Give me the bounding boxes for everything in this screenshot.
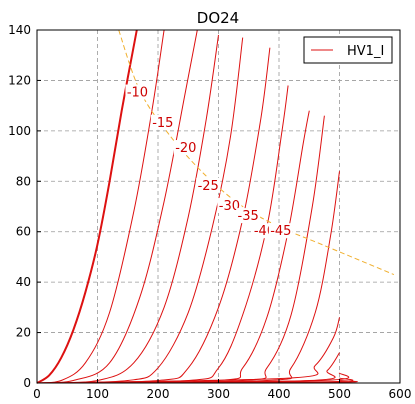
curve-label-bg xyxy=(268,223,293,239)
curve-label: -15 xyxy=(152,116,173,131)
y-tick-label: 40 xyxy=(16,275,31,289)
limit-curve-path xyxy=(118,29,395,276)
curve-label: -30 xyxy=(219,199,240,214)
x-tick-label: 0 xyxy=(33,387,41,401)
x-tick-label: 400 xyxy=(268,387,291,401)
curve-label-bg xyxy=(150,114,175,130)
curve-label-bg xyxy=(125,84,150,100)
curve-label-bg xyxy=(196,177,221,193)
x-tick-label: 600 xyxy=(389,387,412,401)
legend-entry-label: HV1_I xyxy=(347,44,384,59)
plate-curve-grid-0 xyxy=(36,29,138,384)
legend: HV1_I xyxy=(303,36,393,64)
y-tick-label: 60 xyxy=(16,225,31,239)
x-tick-label: 500 xyxy=(328,387,351,401)
plate-curve-grid-5 xyxy=(36,29,165,384)
dissipation-limit-curve xyxy=(118,29,395,276)
plate-curve-grid-10 xyxy=(36,29,198,384)
curve-label-bg xyxy=(217,198,242,214)
y-tick-label: 20 xyxy=(16,326,31,340)
curve-label: -25 xyxy=(198,179,219,194)
grid-lines xyxy=(37,30,400,383)
curve-label: -45 xyxy=(270,224,291,239)
x-tick-label: 300 xyxy=(207,387,230,401)
chart-title: DO24 xyxy=(197,9,239,27)
plate-curve-grid-20 xyxy=(36,37,244,384)
plate-curve-grid-50 xyxy=(36,317,340,384)
curve-label: -35 xyxy=(238,209,259,224)
curve-label-bg xyxy=(236,208,261,224)
axis-ticks: 0 100 200 300 400 500 600 0 20 40 60 80 100 120 140 xyxy=(8,23,411,401)
curve-label: -10 xyxy=(127,86,148,101)
y-tick-label: 120 xyxy=(8,73,31,87)
curve-label-bg xyxy=(173,140,198,156)
y-tick-label: 100 xyxy=(8,124,31,138)
curve-labels: -10-15-20-25-30-35-40-45 xyxy=(125,84,293,239)
y-tick-label: 0 xyxy=(23,376,31,390)
x-tick-label: 100 xyxy=(86,387,109,401)
curve-label: -20 xyxy=(175,141,196,156)
x-tick-label: 200 xyxy=(147,387,170,401)
y-tick-label: 80 xyxy=(16,174,31,188)
y-tick-label: 140 xyxy=(8,23,31,37)
